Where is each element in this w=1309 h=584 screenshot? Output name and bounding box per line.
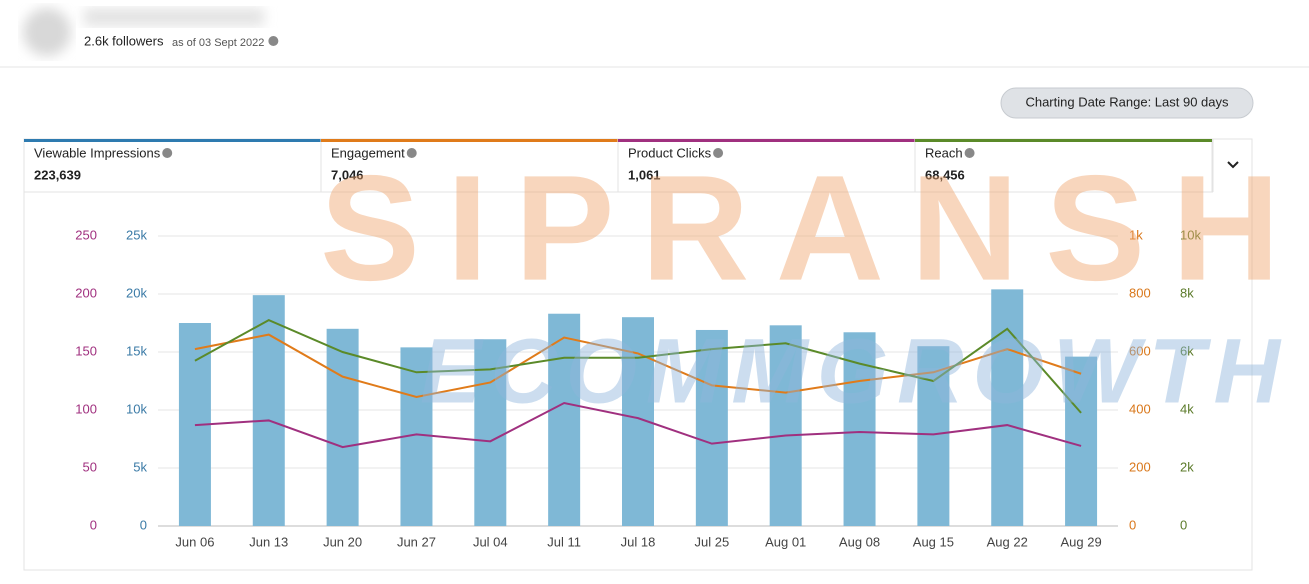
watermark: SIPRANSH: [320, 144, 1280, 312]
y-tick-label: 150: [75, 343, 97, 358]
date-range-button[interactable]: [1000, 87, 1254, 119]
metric-label: Reach: [925, 145, 963, 160]
y-tick-label: 100: [75, 401, 97, 416]
followers: 2.6k followers: [84, 33, 164, 48]
info-icon[interactable]: [406, 148, 417, 158]
metric-value: 7,046: [331, 167, 364, 182]
tab-accent: [618, 139, 915, 142]
x-tick-label: Aug 29: [1060, 534, 1101, 549]
metric-label: Engagement: [331, 145, 405, 160]
avatar: [23, 8, 71, 56]
y-tick-label: 200: [1129, 459, 1151, 474]
x-tick-label: Aug 15: [913, 534, 954, 549]
y-tick-label: 0: [1129, 517, 1136, 532]
x-tick-label: Aug 22: [987, 534, 1028, 549]
metric-value: 1,061: [628, 167, 661, 182]
bar: [252, 295, 285, 526]
metric-label: Viewable Impressions: [34, 145, 161, 160]
tab-accent: [24, 139, 321, 142]
date-range-label: Charting Date Range: Last 90 days: [1025, 94, 1229, 109]
y-tick-label: 6k: [1180, 343, 1194, 358]
y-tick-label: 600: [1129, 343, 1151, 358]
y-tick-label: 8k: [1180, 285, 1194, 300]
info-icon[interactable]: [964, 148, 975, 158]
metric-value: 68,456: [925, 167, 965, 182]
y-tick-label: 1k: [1129, 227, 1143, 242]
x-tick-label: Jun 20: [323, 534, 362, 549]
y-tick-label: 2k: [1180, 459, 1194, 474]
info-icon[interactable]: [268, 36, 279, 46]
x-tick-label: Jun 27: [397, 534, 436, 549]
y-tick-label: 800: [1129, 285, 1151, 300]
metric-tab[interactable]: [23, 138, 322, 193]
y-tick-label: 20k: [126, 285, 147, 300]
y-tick-label: 5k: [133, 459, 147, 474]
y-tick-label: 15k: [126, 343, 147, 358]
y-tick-label: 10k: [126, 401, 147, 416]
info-icon[interactable]: [713, 148, 724, 158]
tab-accent: [915, 139, 1212, 142]
metric-tab[interactable]: [617, 138, 916, 193]
watermark: ECOMMGROWTH: [420, 320, 1283, 422]
expand-chevron[interactable]: [1227, 161, 1239, 169]
y-tick-label: 0: [140, 517, 147, 532]
y-tick-label: 4k: [1180, 401, 1194, 416]
metric-label: Product Clicks: [628, 145, 712, 160]
metric-tab[interactable]: [320, 138, 619, 193]
x-tick-label: Jul 25: [694, 534, 729, 549]
line-series: [194, 401, 1082, 449]
y-tick-label: 0: [90, 517, 97, 532]
y-tick-label: 200: [75, 285, 97, 300]
y-tick-label: 400: [1129, 401, 1151, 416]
y-tick-label: 0: [1180, 517, 1187, 532]
x-tick-label: Jul 18: [621, 534, 656, 549]
x-tick-label: Jul 11: [547, 534, 581, 549]
bar: [326, 328, 359, 526]
y-tick-label: 50: [83, 459, 97, 474]
y-tick-label: 250: [75, 227, 97, 242]
bar: [917, 346, 950, 526]
bar: [695, 329, 728, 526]
y-tick-label: 10k: [1180, 227, 1201, 242]
metric-tab[interactable]: [914, 138, 1213, 193]
bar: [769, 325, 802, 526]
y-tick-label: 25k: [126, 227, 147, 242]
x-tick-label: Jul 04: [473, 534, 508, 549]
as-of-date: as of 03 Sept 2022: [172, 37, 264, 49]
x-tick-label: Jun 06: [175, 534, 214, 549]
bar: [1065, 356, 1098, 526]
tab-accent: [321, 139, 618, 142]
x-tick-label: Jun 13: [249, 534, 288, 549]
line-series: [194, 333, 1082, 398]
blurred-name: [84, 8, 264, 26]
metric-value: 223,639: [34, 167, 81, 182]
x-tick-label: Aug 01: [765, 534, 806, 549]
info-icon[interactable]: [162, 148, 173, 158]
bar: [548, 313, 581, 526]
line-series: [194, 318, 1082, 414]
x-tick-label: Aug 08: [839, 534, 880, 549]
